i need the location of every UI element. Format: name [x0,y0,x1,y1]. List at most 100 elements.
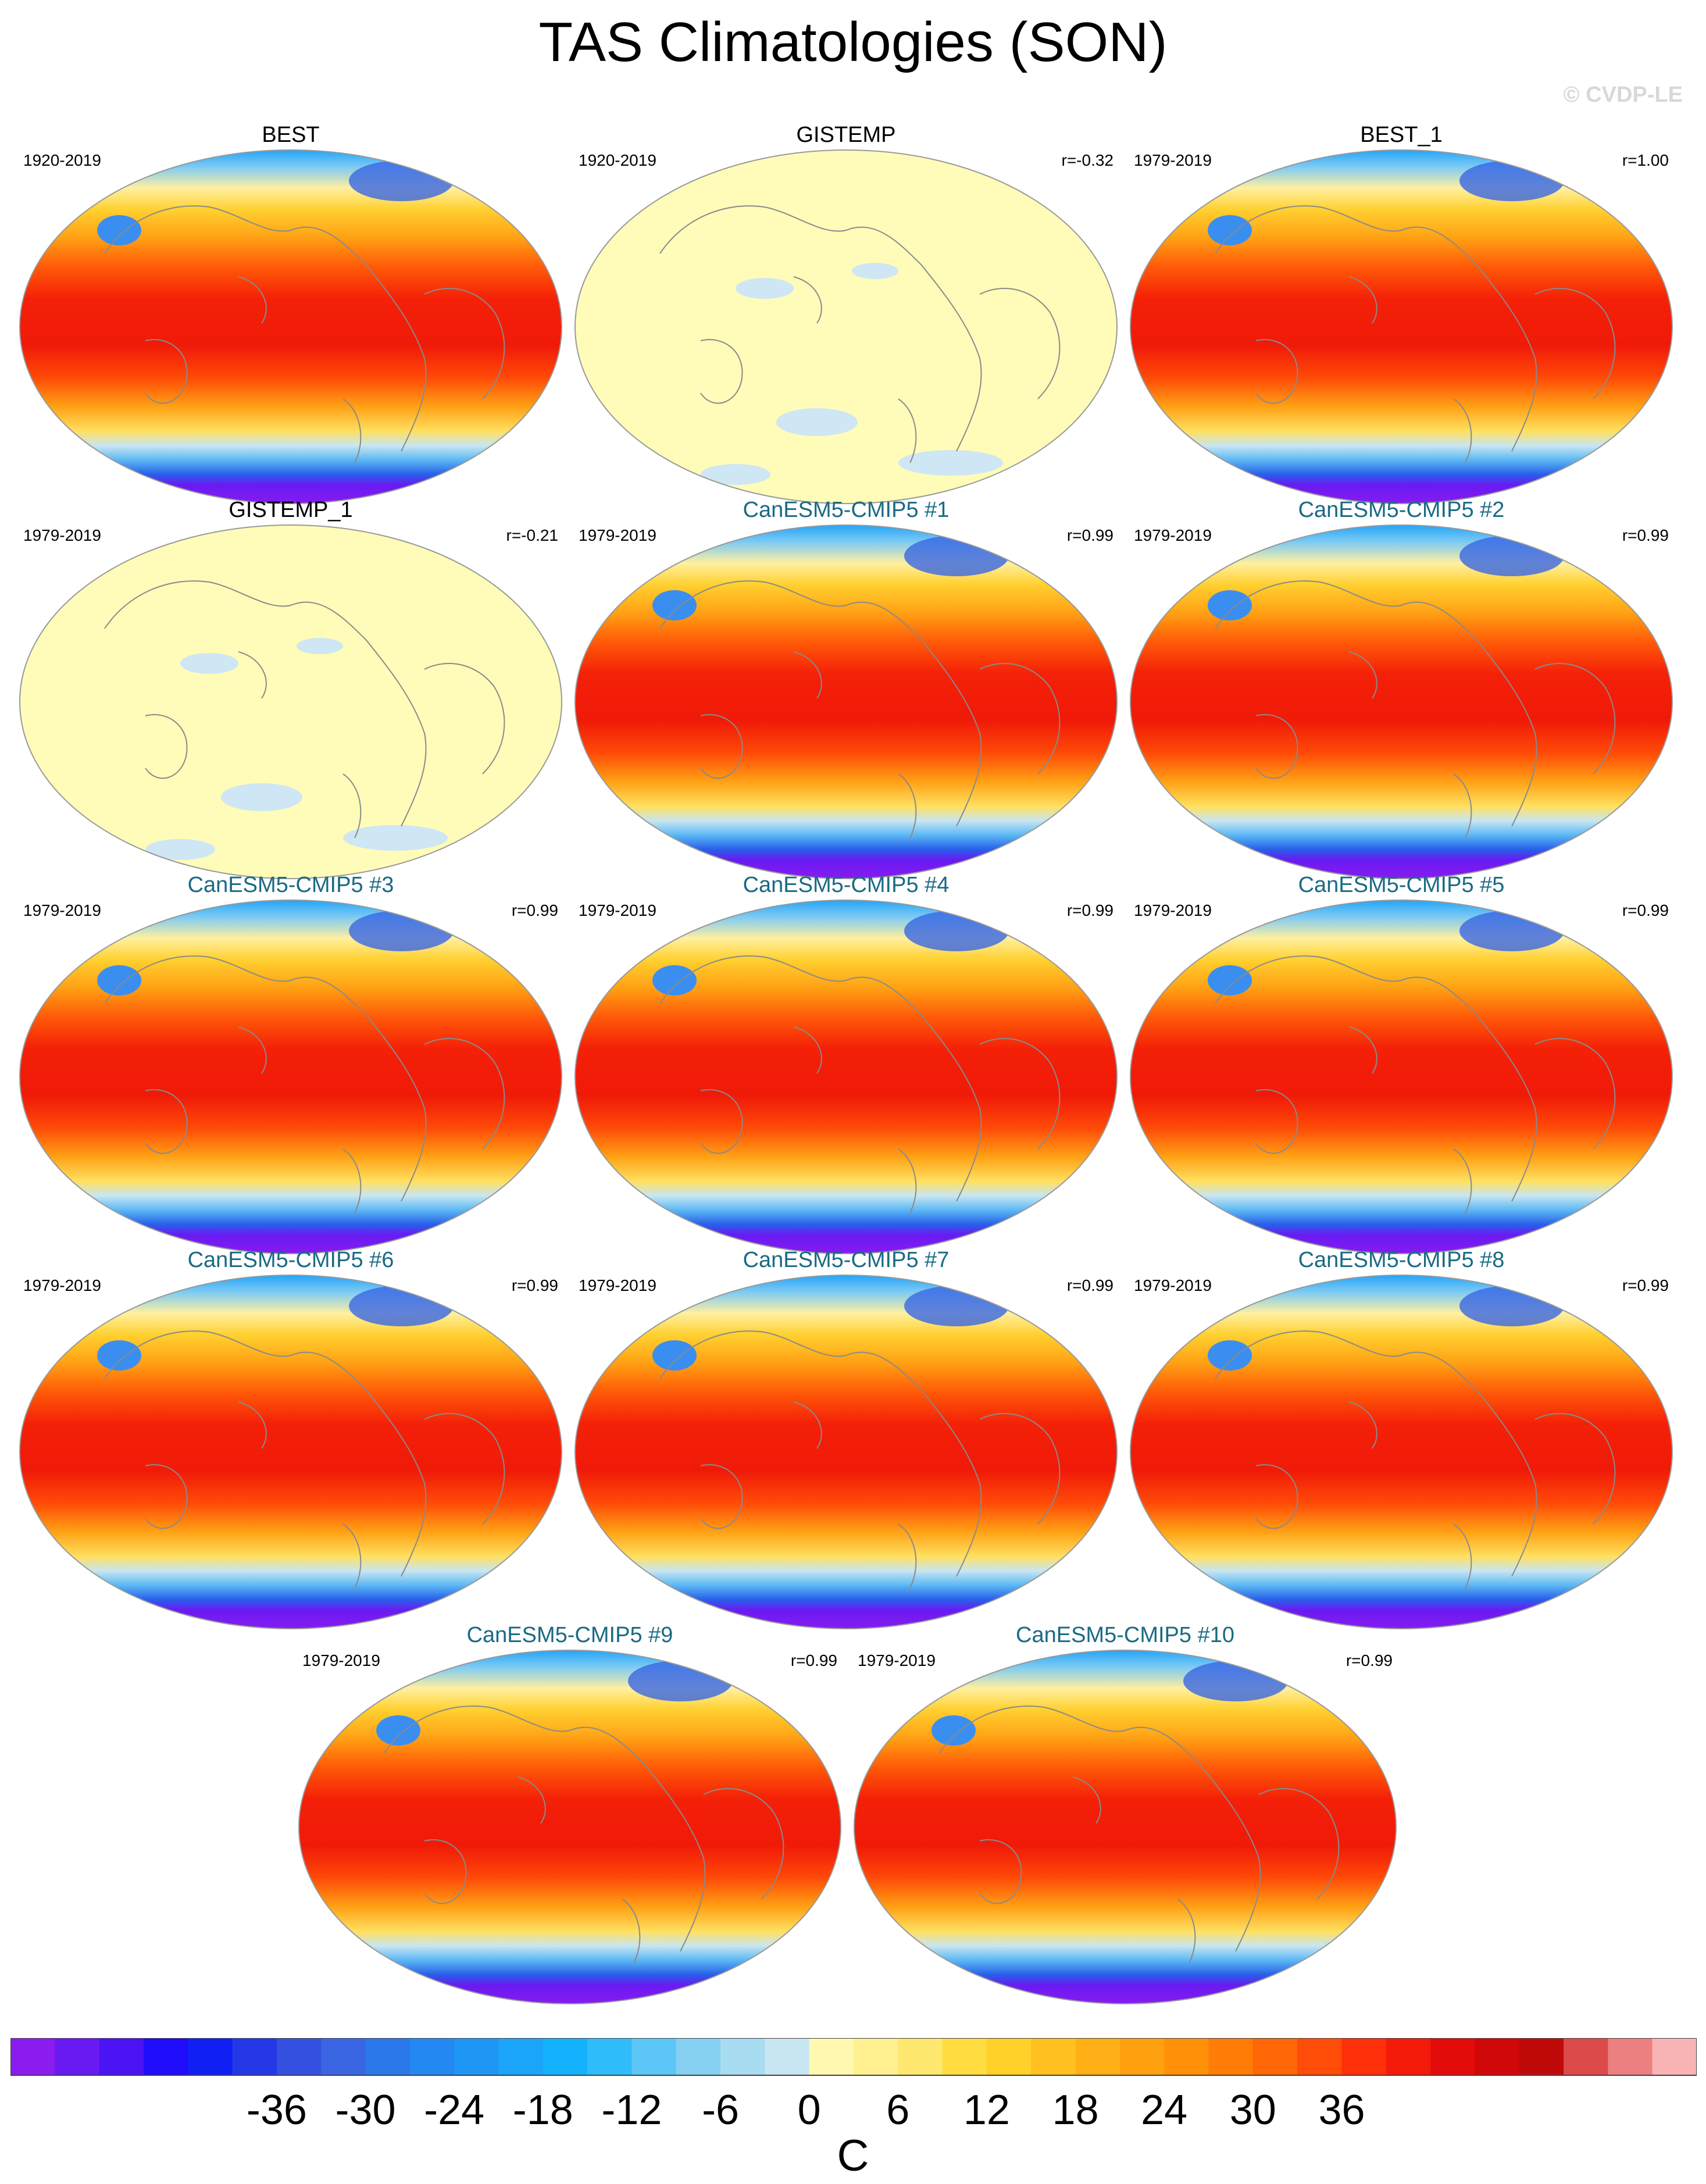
colorbar-tick-label: -18 [513,2087,573,2131]
colorbar-swatch [986,2038,1032,2075]
pattern-correlation: r=0.99 [1622,526,1669,544]
colorbar-tick-label: 0 [798,2087,821,2131]
panel-title: BEST [262,123,320,147]
colorbar-swatch [232,2038,277,2075]
panel-title: CanESM5-CMIP5 #9 [466,1623,673,1647]
coastlines [104,205,505,463]
siberia-cold-spot [904,1286,1009,1326]
map-panel: CanESM5-CMIP5 #1 1979-2019 r=0.99 [573,497,1119,879]
coastlines [104,955,505,1214]
panel-period: 1979-2019 [579,901,656,919]
panel-title: CanESM5-CMIP5 #7 [743,1248,950,1272]
temperature-field [20,150,562,504]
pattern-correlation: r=1.00 [1622,151,1669,169]
siberia-cold-spot [349,1286,454,1326]
colorbar-swatch [1031,2038,1076,2075]
colorbar-swatch [276,2038,322,2075]
coastlines [1215,955,1616,1214]
map-panel: CanESM5-CMIP5 #4 1979-2019 r=0.99 [573,872,1119,1254]
colorbar-swatch [1608,2038,1653,2075]
robinson-map [574,900,1118,1254]
colorbar-swatch [1386,2038,1431,2075]
siberia-cold-spot [1459,536,1564,576]
pattern-correlation: r=0.99 [511,901,558,919]
colorbar-tick-label: 6 [886,2087,909,2131]
robinson-map [19,524,562,879]
colorbar-swatch [1430,2038,1476,2075]
colorbar-tick-label: -30 [335,2087,395,2131]
colorbar-swatch [498,2038,544,2075]
pattern-correlation: r=0.99 [790,1651,837,1669]
colorbar-swatch [143,2038,188,2075]
greenland-cold-spot [1208,965,1252,995]
robinson-map [1130,524,1673,879]
colorbar-swatch [809,2038,854,2075]
map-border [298,1650,841,2004]
panel-title: CanESM5-CMIP5 #5 [1298,873,1505,897]
siberia-cold-spot [904,911,1009,951]
greenland-cold-spot [652,1340,697,1371]
pattern-correlation: r=-0.32 [1061,151,1114,169]
cool-anomaly-patch [898,450,1003,476]
colorbar-swatch [854,2038,898,2075]
colorbar-swatch [1252,2038,1298,2075]
temperature-field [575,900,1117,1254]
greenland-cold-spot [1208,1340,1252,1371]
colorbar-tick-label: -24 [424,2087,484,2131]
coastlines [659,205,1061,463]
colorbar-swatch [1475,2038,1520,2075]
map-border [19,900,562,1254]
map-panel: BEST_1 1979-2019 r=1.00 [1128,122,1675,504]
robinson-map [1130,900,1673,1254]
colorbar-tick-label: 24 [1141,2087,1187,2131]
cool-anomaly-patch [180,653,238,674]
siberia-cold-spot [349,160,454,201]
robinson-map [19,900,562,1254]
panel-title: CanESM5-CMIP5 #10 [1016,1623,1234,1647]
greenland-cold-spot [1208,215,1252,245]
map-panel: CanESM5-CMIP5 #8 1979-2019 r=0.99 [1128,1247,1675,1629]
colorbar-swatch [720,2038,765,2075]
panel-title: BEST_1 [1360,123,1443,147]
map-panel: BEST 1920-2019 [17,122,564,504]
colorbar-swatch [676,2038,721,2075]
colorbar-swatch [765,2038,810,2075]
colorbar-swatch [1564,2038,1608,2075]
panel-period: 1979-2019 [1134,901,1212,919]
map-border [1130,1275,1673,1629]
colorbar-swatch [454,2038,499,2075]
panel-title: CanESM5-CMIP5 #2 [1298,498,1505,522]
robinson-map [854,1650,1397,2004]
coastlines [1215,205,1616,463]
panel-period: 1920-2019 [23,151,101,169]
colorbar-tick-label: 30 [1230,2087,1276,2131]
cool-anomaly-patch [297,638,343,654]
siberia-cold-spot [1459,911,1564,951]
colorbar-swatch [1119,2038,1165,2075]
colorbar: -36 -30 -24 -18 -12 -6 0 6 12 18 24 30 36 [10,2038,1697,2131]
map-border [19,149,562,504]
temperature-field [1130,900,1672,1254]
panel-title: CanESM5-CMIP5 #1 [743,498,950,522]
colorbar-swatch [321,2038,366,2075]
colorbar-swatch [1075,2038,1120,2075]
coastlines [383,1705,784,1964]
siberia-cold-spot [1183,1661,1288,1701]
siberia-cold-spot [904,536,1009,576]
temperature-field [575,150,1117,504]
siberia-cold-spot [1459,1286,1564,1326]
greenland-cold-spot [931,1715,976,1746]
panel-title: CanESM5-CMIP5 #4 [743,873,950,897]
colorbar-swatch [409,2038,455,2075]
colorbar-swatch [1341,2038,1387,2075]
colorbar-swatch [1519,2038,1564,2075]
colorbar-swatch [10,2038,55,2075]
map-border [1130,524,1673,879]
map-panel: GISTEMP 1920-2019 r=-0.32 [573,122,1119,504]
map-border [19,524,562,879]
temperature-field [1130,525,1672,879]
cool-anomaly-patch [343,825,448,851]
panel-period: 1979-2019 [23,1276,101,1294]
coastlines [938,1705,1340,1964]
figure-title: TAS Climatologies (SON) [538,11,1168,73]
